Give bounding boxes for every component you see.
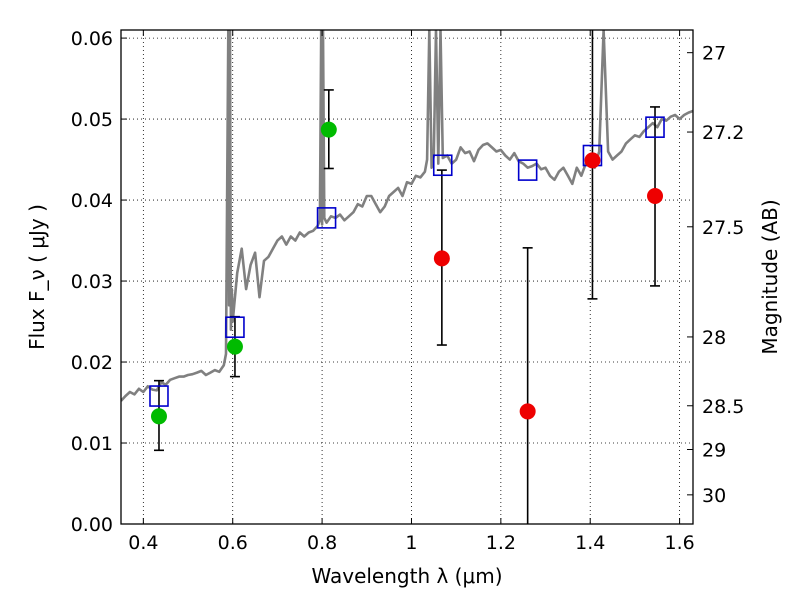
spectrum-layer xyxy=(121,30,693,402)
y-tick-label: 0.02 xyxy=(71,352,113,374)
y2-tick-label: 27.5 xyxy=(702,217,744,239)
y-tick-label: 0.06 xyxy=(71,28,113,50)
spectrum-line xyxy=(121,30,693,402)
y-tick-label: 0.04 xyxy=(71,190,113,212)
y2-tick-label: 28.5 xyxy=(702,396,744,418)
model-band-square xyxy=(432,154,453,177)
y2-tick-label: 28 xyxy=(702,327,726,349)
y2-axis-label: Magnitude (AB) xyxy=(758,199,782,354)
y-tick-label: 0.03 xyxy=(71,271,113,293)
y-axis-label: Flux F_ν ( μJy ) xyxy=(25,204,49,350)
y2-tick-label: 27 xyxy=(702,43,726,65)
x-tick-label: 0.8 xyxy=(307,532,337,554)
y2-tick-label: 29 xyxy=(702,439,726,461)
x-tick-label: 1 xyxy=(405,532,417,554)
nondetection-point xyxy=(519,403,536,420)
data-markers xyxy=(149,116,665,425)
nondetection-point xyxy=(647,188,664,205)
detection-point xyxy=(150,408,167,425)
axis-labels: Wavelength λ (μm) Flux F_ν ( μJy ) Magni… xyxy=(25,199,782,588)
x-tick-label: 0.6 xyxy=(218,532,248,554)
model-band-square xyxy=(517,159,538,181)
y-tick-label: 0.01 xyxy=(71,433,113,455)
x-tick-label: 0.4 xyxy=(128,532,158,554)
x-tick-label: 1.6 xyxy=(664,532,694,554)
model-band-square xyxy=(316,207,337,229)
model-band-square xyxy=(149,385,169,407)
nondetection-point xyxy=(584,152,601,169)
x-tick-label: 1.4 xyxy=(575,532,605,554)
detection-point xyxy=(226,338,243,355)
detection-point xyxy=(320,121,337,138)
y2-tick-label: 30 xyxy=(702,485,726,507)
model-band-square xyxy=(225,316,245,339)
x-tick-label: 1.2 xyxy=(486,532,516,554)
model-band-square xyxy=(645,116,665,138)
x-axis-label: Wavelength λ (μm) xyxy=(311,564,502,588)
y-tick-label: 0.00 xyxy=(71,514,113,536)
nondetection-point xyxy=(433,250,450,267)
axis-ticks: 0.4 0.6 0.8 1 1.2 1.4 1.6 0.00 0.01 0.02 0.03 0.04 0… xyxy=(71,28,745,554)
y2-tick-label: 27.2 xyxy=(702,122,744,144)
plot-frame xyxy=(120,29,694,525)
y-tick-label: 0.05 xyxy=(71,109,113,131)
